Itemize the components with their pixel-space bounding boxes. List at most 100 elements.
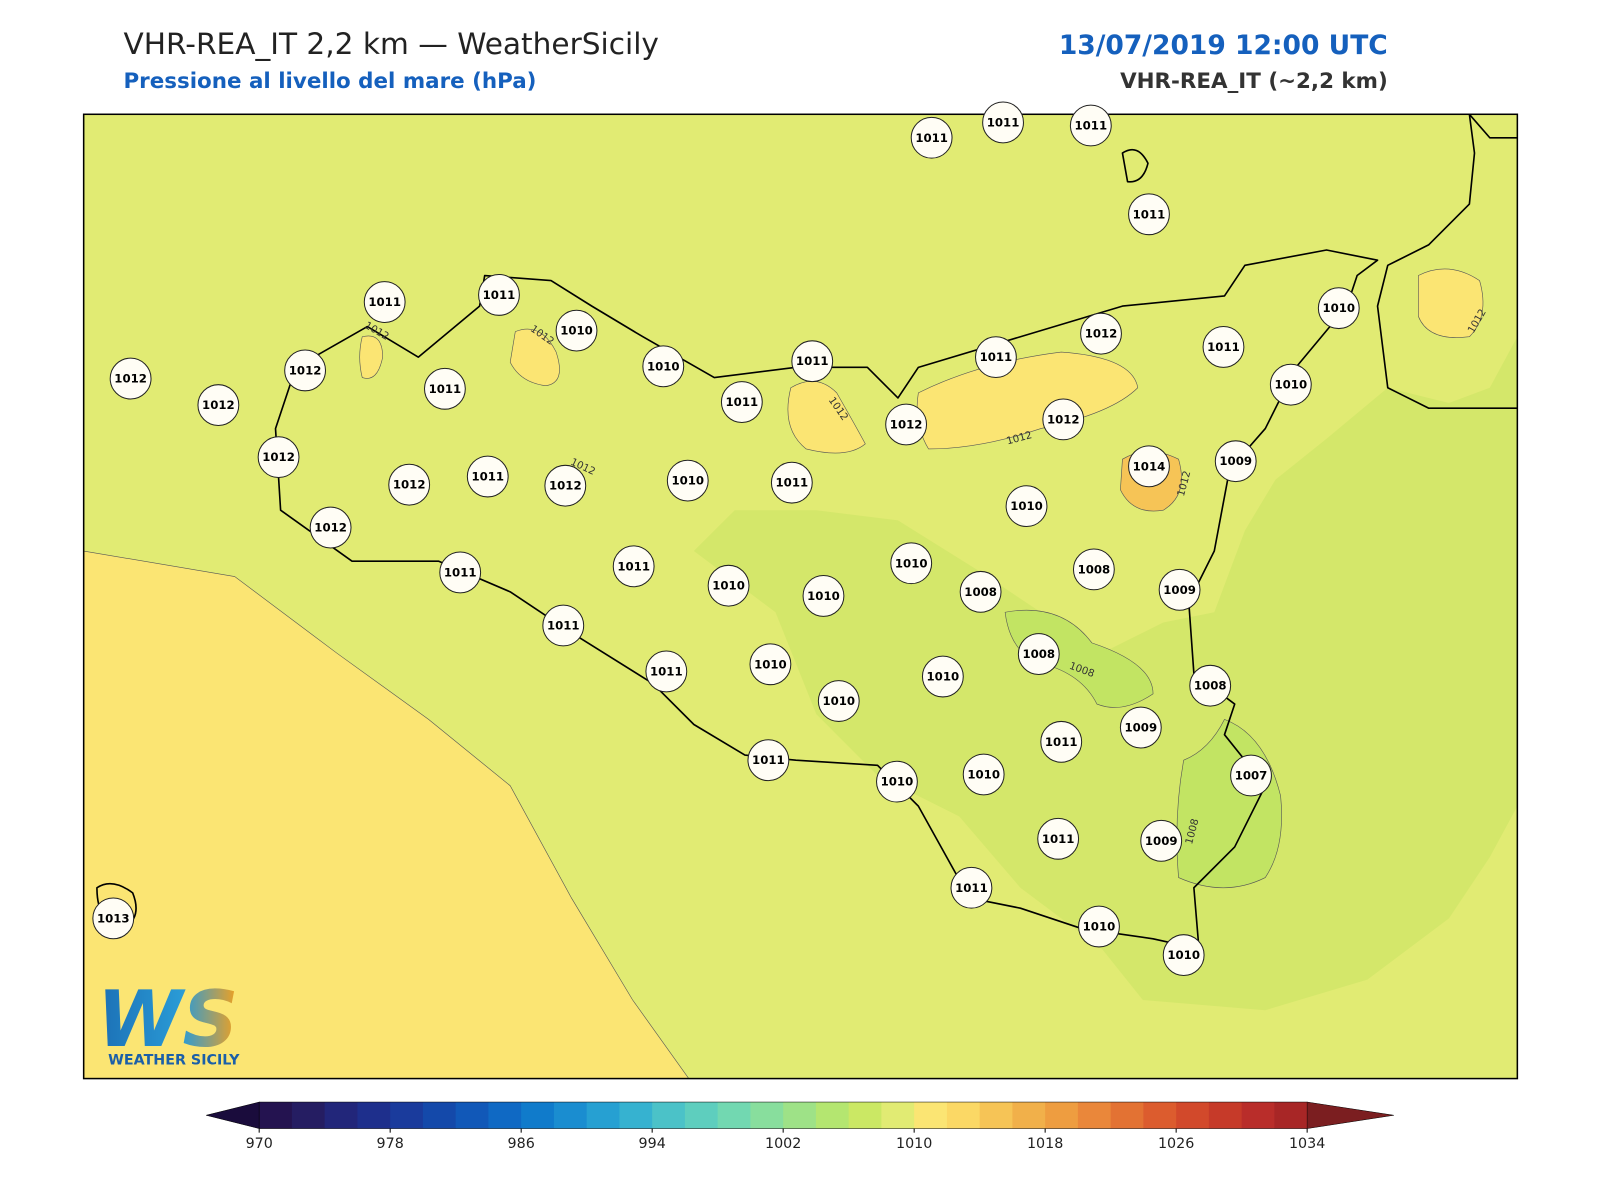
station-marker [555, 309, 598, 352]
station-marker [1140, 819, 1183, 862]
station-value: 1008 [964, 585, 997, 599]
station: 1010 [1005, 485, 1048, 528]
station-value: 1012 [314, 521, 347, 535]
colorbar-bin [914, 1102, 948, 1129]
colorbar-bin [455, 1102, 489, 1129]
colorbar-tick-label: 978 [377, 1136, 404, 1152]
colorbar-bin [1045, 1102, 1079, 1129]
field-high-area [1418, 268, 1484, 338]
colorbar-bin [390, 1102, 424, 1129]
station: 1009 [1119, 706, 1162, 749]
station-value: 1010 [754, 657, 787, 671]
station: 1009 [1214, 440, 1257, 483]
island [1121, 148, 1149, 183]
station: 1009 [1140, 819, 1183, 862]
station: 1010 [876, 760, 918, 803]
station: 1011 [982, 101, 1024, 144]
station-value: 1010 [967, 767, 1000, 781]
station: 1010 [817, 680, 860, 722]
station-value: 1012 [393, 478, 426, 492]
station-value: 1012 [1085, 327, 1118, 341]
station: 1011 [910, 116, 953, 159]
colorbar: 970 978 986 994 1002 1010 1018 1026 1034 [206, 1101, 1394, 1152]
station-marker [1119, 706, 1162, 749]
logo-name: WEATHER SICILY [108, 1052, 240, 1068]
colorbar-extend-low [206, 1101, 260, 1129]
station-marker [707, 564, 750, 607]
station: 1010 [962, 753, 1005, 796]
station: 1012 [257, 436, 300, 479]
station-value: 1010 [1275, 378, 1308, 392]
station-value: 1011 [429, 382, 462, 396]
station: 1011 [975, 336, 1017, 379]
field-high-area [787, 380, 866, 454]
station-value: 1011 [1075, 119, 1108, 133]
colorbar-bin [717, 1102, 751, 1129]
colorbar-tick-label: 1018 [1027, 1136, 1063, 1152]
station: 1011 [1128, 193, 1170, 236]
station-marker [1202, 326, 1245, 368]
station-marker [544, 464, 587, 507]
station: 1010 [890, 542, 933, 585]
colorbar-bin [1143, 1102, 1177, 1129]
colorbar-bin [586, 1102, 620, 1129]
station-marker [890, 542, 933, 585]
colorbar-bin [1241, 1102, 1275, 1129]
model: VHR-REA_IT (~2,2 km) [1120, 69, 1388, 94]
station: 1011 [542, 604, 585, 647]
station-marker [1037, 817, 1080, 860]
station: 1010 [749, 643, 792, 686]
station: 1011 [720, 381, 763, 423]
station: 1013 [92, 897, 135, 940]
station-marker [910, 116, 953, 159]
station: 1011 [747, 739, 790, 782]
station-value: 1012 [1047, 412, 1080, 426]
station-marker [817, 680, 860, 722]
station: 1008 [1189, 664, 1232, 707]
station-value: 1010 [560, 324, 593, 338]
station: 1010 [666, 459, 709, 502]
station-value: 1011 [617, 559, 650, 573]
station-value: 1010 [822, 694, 855, 708]
colorbar-bin [1012, 1102, 1046, 1129]
station: 1011 [1040, 720, 1083, 763]
station: 1012 [309, 506, 352, 549]
station-marker [1128, 445, 1170, 488]
station: 1012 [544, 464, 587, 507]
station-value: 1011 [471, 470, 504, 484]
station-marker [1269, 363, 1312, 406]
colorbar-extend-high [1306, 1101, 1394, 1129]
station-marker [1158, 568, 1201, 611]
station: 1011 [950, 866, 993, 909]
station-value: 1010 [647, 359, 680, 373]
station-value: 1012 [114, 372, 147, 386]
station-marker [749, 643, 792, 686]
station: 1010 [802, 575, 845, 617]
station-value: 1010 [1010, 499, 1043, 513]
colorbar-tick-label: 1034 [1289, 1136, 1325, 1152]
station-value: 1013 [97, 911, 130, 925]
station-marker [439, 551, 482, 594]
station-marker [1040, 720, 1083, 763]
station-marker [921, 655, 964, 698]
colorbar-bin [1110, 1102, 1144, 1129]
colorbar-tick-label: 986 [508, 1136, 535, 1152]
station-value: 1011 [1207, 340, 1240, 354]
station: 1011 [439, 551, 482, 594]
station-marker [1017, 633, 1060, 675]
colorbar-bin [750, 1102, 784, 1129]
station-value: 1010 [712, 579, 745, 593]
station-value: 1012 [549, 479, 582, 493]
station: 1007 [1230, 754, 1272, 797]
station: 1008 [1017, 633, 1060, 675]
station: 1011 [1069, 104, 1112, 147]
colorbar-bin [1077, 1102, 1112, 1129]
station: 1010 [1269, 363, 1312, 406]
station-value: 1011 [915, 131, 948, 145]
station-marker [1069, 104, 1112, 147]
station: 1012 [885, 403, 928, 446]
station: 1011 [363, 281, 406, 323]
station: 1012 [388, 463, 431, 506]
colorbar-bin [1274, 1102, 1308, 1129]
date: 13/07/2019 12:00 UTC [1059, 30, 1388, 61]
